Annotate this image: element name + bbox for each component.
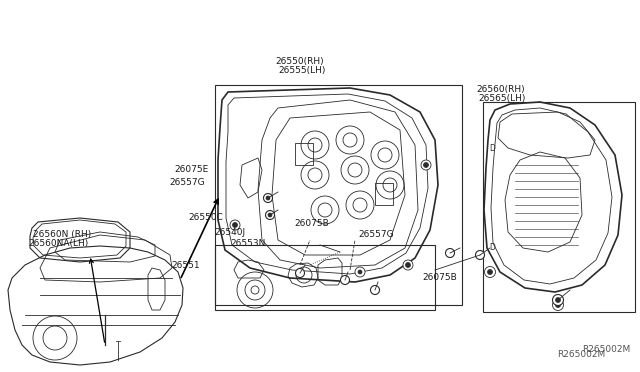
Text: 26565(LH): 26565(LH)	[479, 94, 526, 103]
Circle shape	[371, 285, 380, 295]
Circle shape	[340, 276, 349, 285]
Text: D: D	[489, 244, 495, 253]
Circle shape	[421, 160, 431, 170]
Text: 26557G: 26557G	[170, 178, 205, 187]
Circle shape	[403, 260, 413, 270]
Circle shape	[556, 298, 561, 302]
Circle shape	[476, 250, 484, 260]
Circle shape	[266, 196, 270, 200]
Circle shape	[445, 248, 454, 257]
Text: 26075B: 26075B	[422, 273, 457, 282]
Text: 26550(RH): 26550(RH)	[275, 57, 324, 66]
Circle shape	[406, 263, 410, 267]
Circle shape	[264, 193, 273, 202]
Text: T: T	[115, 340, 120, 350]
Circle shape	[488, 269, 493, 275]
Circle shape	[232, 222, 237, 228]
Text: D: D	[489, 144, 495, 153]
Circle shape	[556, 302, 561, 308]
Text: 26560(RH): 26560(RH)	[477, 85, 525, 94]
Circle shape	[230, 220, 240, 230]
Text: 26557G: 26557G	[358, 230, 394, 239]
Circle shape	[358, 270, 362, 274]
Circle shape	[552, 295, 563, 305]
Circle shape	[484, 266, 495, 278]
Circle shape	[268, 213, 272, 217]
Text: R265002M: R265002M	[582, 345, 630, 354]
Circle shape	[424, 163, 429, 167]
Text: R265002M: R265002M	[557, 350, 605, 359]
Text: 26550C: 26550C	[189, 213, 223, 222]
Text: 26075E: 26075E	[174, 165, 209, 174]
Circle shape	[266, 211, 275, 219]
Text: 26553N: 26553N	[230, 239, 266, 248]
Text: 26540J: 26540J	[214, 228, 246, 237]
Text: 26555(LH): 26555(LH)	[278, 66, 326, 75]
Circle shape	[355, 267, 365, 277]
Text: 26560NA(LH): 26560NA(LH)	[29, 239, 89, 248]
Text: 26560N (RH): 26560N (RH)	[33, 230, 92, 239]
Circle shape	[552, 299, 563, 311]
Circle shape	[296, 269, 305, 278]
Text: 26551: 26551	[172, 262, 200, 270]
Text: 26075B: 26075B	[294, 219, 329, 228]
